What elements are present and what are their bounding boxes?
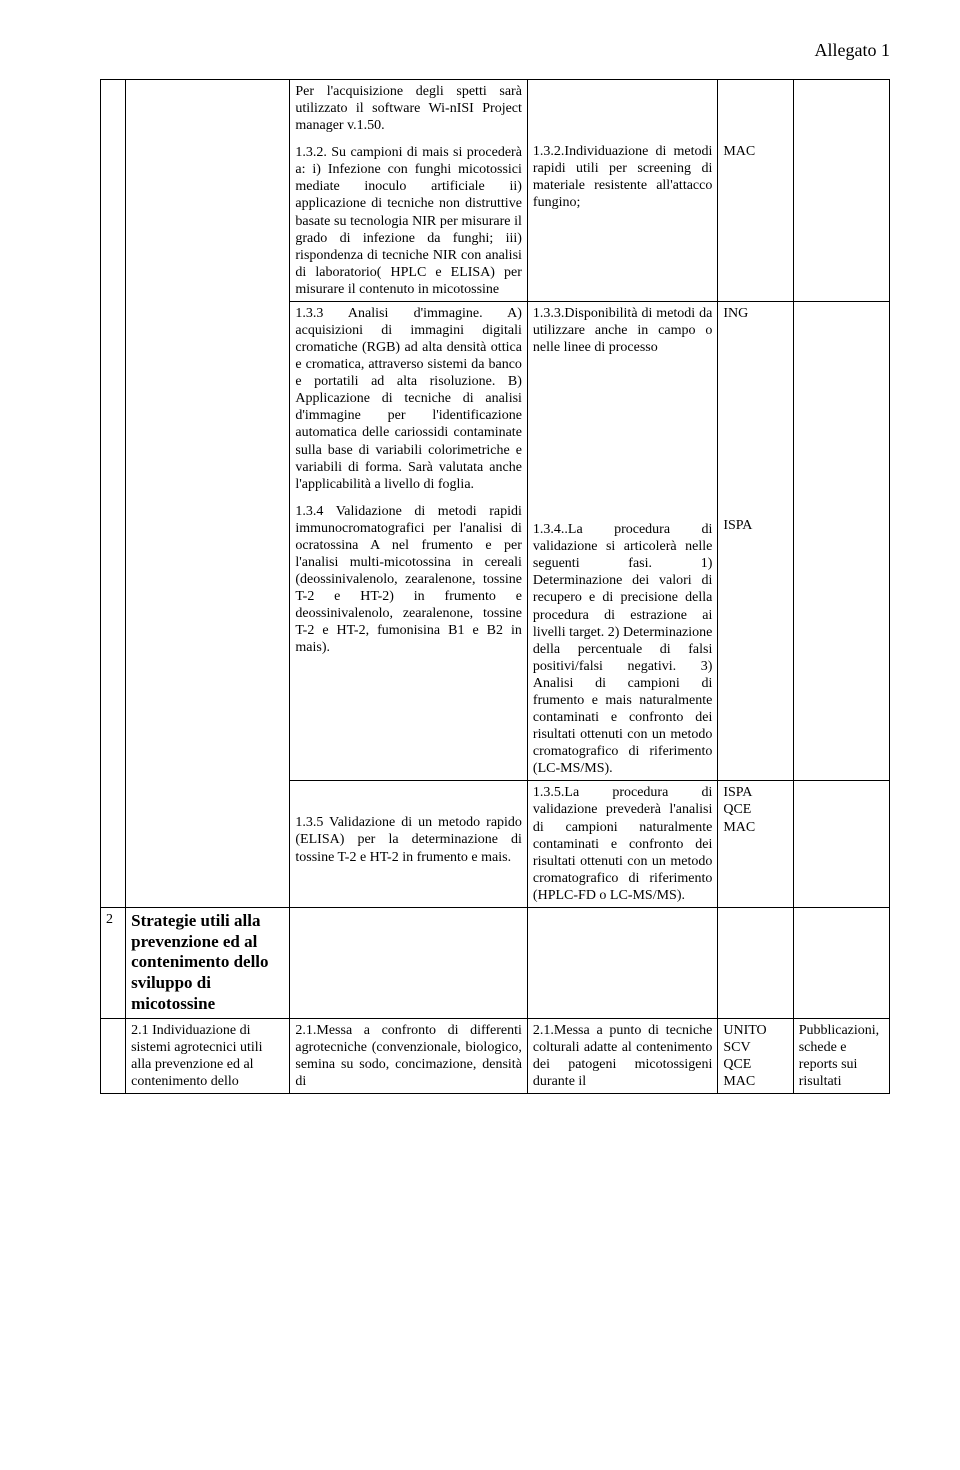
cell-output: Pubblicazioni, schede e reports sui risu… bbox=[793, 1018, 889, 1093]
table-row: Per l'acquisizione degli spetti sarà uti… bbox=[101, 80, 890, 302]
cell-result: 2.1.Messa a punto di tecniche colturali … bbox=[527, 1018, 717, 1093]
cell-num bbox=[101, 1018, 126, 1093]
main-table: Per l'acquisizione degli spetti sarà uti… bbox=[100, 79, 890, 1094]
para: 1.3.3.Disponibilità di metodi da utilizz… bbox=[533, 305, 712, 356]
text: ING bbox=[723, 305, 787, 322]
cell-partner: ISPA QCE MAC bbox=[718, 781, 793, 908]
cell-activity: 1.3.3 Analisi d'immagine. A) acquisizion… bbox=[290, 301, 528, 780]
cell-partner: ING ISPA bbox=[718, 301, 793, 780]
para: Per l'acquisizione degli spetti sarà uti… bbox=[295, 83, 522, 134]
header-allegato: Allegato 1 bbox=[100, 40, 890, 61]
cell-topic bbox=[126, 80, 290, 908]
cell-partner bbox=[718, 907, 793, 1018]
para: 1.3.2. Su campioni di mais si procederà … bbox=[295, 144, 522, 298]
cell-num: 2 bbox=[101, 907, 126, 1018]
cell-result bbox=[527, 907, 717, 1018]
cell-result: 1.3.2.Individuazione di metodi rapidi ut… bbox=[527, 80, 717, 302]
cell-result: 1.3.3.Disponibilità di metodi da utilizz… bbox=[527, 301, 717, 780]
cell-activity bbox=[290, 907, 528, 1018]
text: MAC bbox=[723, 143, 787, 160]
cell-activity: 2.1.Messa a confronto di differenti agro… bbox=[290, 1018, 528, 1093]
para: 1.3.2.Individuazione di metodi rapidi ut… bbox=[533, 143, 712, 211]
cell-partner: UNITO SCV QCE MAC bbox=[718, 1018, 793, 1093]
para: 1.3.3 Analisi d'immagine. A) acquisizion… bbox=[295, 305, 522, 493]
cell-output bbox=[793, 80, 889, 302]
cell-num bbox=[101, 80, 126, 908]
cell-output bbox=[793, 781, 889, 908]
cell-topic: 2.1 Individuazione di sistemi agrotecnic… bbox=[126, 1018, 290, 1093]
cell-partner: MAC bbox=[718, 80, 793, 302]
cell-output bbox=[793, 301, 889, 780]
cell-topic: Strategie utili alla prevenzione ed al c… bbox=[126, 907, 290, 1018]
cell-result: 1.3.5.La procedura di validazione preved… bbox=[527, 781, 717, 908]
table-row: 2.1 Individuazione di sistemi agrotecnic… bbox=[101, 1018, 890, 1093]
table-row: 2 Strategie utili alla prevenzione ed al… bbox=[101, 907, 890, 1018]
para: 1.3.5 Validazione di un metodo rapido (E… bbox=[295, 814, 522, 865]
page: Allegato 1 Per l'acquisizione degli spet… bbox=[0, 0, 960, 1114]
text: ISPA bbox=[723, 517, 787, 534]
para: 1.3.4..La procedura di validazione si ar… bbox=[533, 521, 712, 777]
cell-output bbox=[793, 907, 889, 1018]
cell-activity: 1.3.5 Validazione di un metodo rapido (E… bbox=[290, 781, 528, 908]
para: 1.3.4 Validazione di metodi rapidi immun… bbox=[295, 503, 522, 657]
cell-activity: Per l'acquisizione degli spetti sarà uti… bbox=[290, 80, 528, 302]
